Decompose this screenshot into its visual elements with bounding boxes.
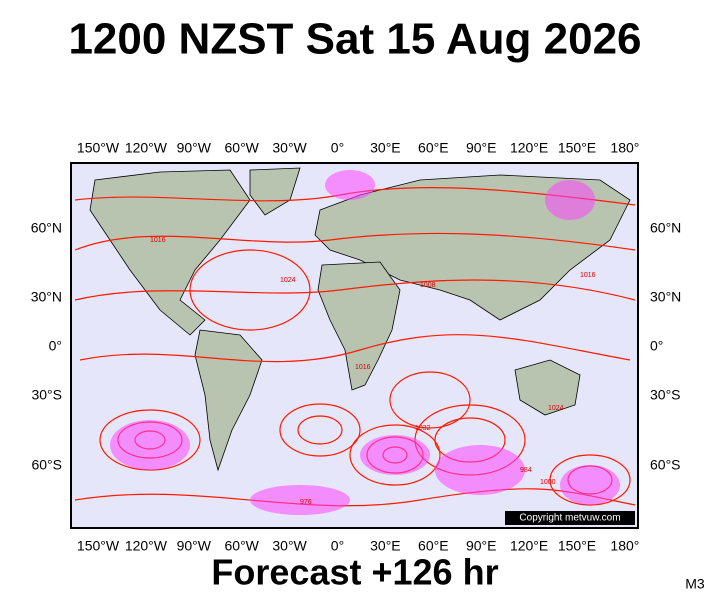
map: 1016 1024 1008 1016 1032 976 984 1000 10… (70, 162, 639, 529)
isobar-label: 1016 (355, 364, 371, 371)
isobar-label: 1008 (420, 282, 436, 289)
isobar-label: 1024 (548, 405, 564, 412)
top-longitude-label: 90°W (177, 140, 212, 156)
bottom-longitude-label: 120°W (125, 538, 168, 554)
isobar-label: 1000 (540, 479, 556, 486)
axis-labels: 150°W 120°W 90°W 60°W 30°W 0° 30°E 60°E 90°E 120°… (31, 140, 682, 554)
top-longitude-label: 180° (610, 140, 639, 156)
top-longitude-label: 60°E (418, 140, 449, 156)
isobar-label: 1032 (415, 425, 431, 432)
right-latitude-label: 60°N (650, 220, 681, 236)
top-longitude-label: 90°E (466, 140, 497, 156)
isobar-label: 1016 (150, 237, 166, 244)
forecast-label: Forecast +126 hr (211, 552, 498, 593)
right-latitude-label: 30°N (650, 289, 681, 305)
bottom-longitude-label: 150°W (77, 538, 120, 554)
left-latitude-label: 30°S (31, 387, 62, 403)
left-latitude-label: 30°N (31, 289, 62, 305)
bottom-longitude-label: 180° (610, 538, 639, 554)
top-longitude-label: 30°E (370, 140, 401, 156)
top-longitude-label: 120°E (510, 140, 548, 156)
right-latitude-label: 30°S (650, 387, 681, 403)
bottom-longitude-label: 60°W (225, 538, 260, 554)
top-longitude-label: 150°W (77, 140, 120, 156)
continents (89, 167, 631, 472)
bottom-longitude-label: 30°E (370, 538, 401, 554)
bottom-longitude-label: 0° (331, 538, 344, 554)
top-longitude-label: 150°E (558, 140, 596, 156)
top-longitude-label: 60°W (225, 140, 260, 156)
top-longitude-label: 120°W (125, 140, 168, 156)
left-latitude-label: 60°S (31, 457, 62, 473)
isobar-label: 984 (520, 467, 532, 474)
title: 1200 NZST Sat 15 Aug 2026 (68, 15, 641, 64)
top-longitude-label: 30°W (272, 140, 307, 156)
model-code: M3 (685, 576, 705, 592)
precipitation (110, 170, 620, 515)
right-latitude-label: 60°S (650, 457, 681, 473)
map-frame (70, 162, 639, 529)
copyright-box (505, 511, 635, 525)
bottom-longitude-label: 90°E (466, 538, 497, 554)
isobar-label: 1016 (580, 272, 596, 279)
bottom-longitude-label: 30°W (272, 538, 307, 554)
isobar-label: 1024 (280, 277, 296, 284)
top-longitude-label: 0° (331, 140, 344, 156)
bottom-longitude-label: 150°E (558, 538, 596, 554)
right-latitude-label: 0° (650, 338, 663, 354)
bottom-longitude-label: 60°E (418, 538, 449, 554)
bottom-longitude-label: 120°E (510, 538, 548, 554)
left-latitude-label: 60°N (31, 220, 62, 236)
left-latitude-label: 0° (49, 338, 62, 354)
copyright: Copyright metvuw.com (519, 513, 620, 524)
bottom-longitude-label: 90°W (177, 538, 212, 554)
isobar-label: 976 (300, 499, 312, 506)
